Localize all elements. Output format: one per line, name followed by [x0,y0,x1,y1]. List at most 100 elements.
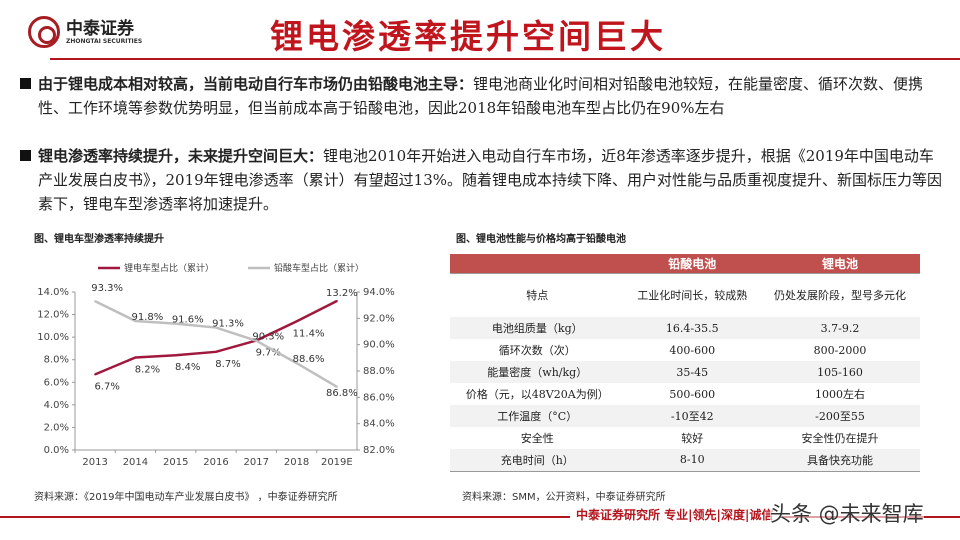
data-label: 91.6% [172,315,204,326]
series-0-point [174,354,177,357]
footer-divider [0,516,960,518]
logo-mark-icon [28,16,60,48]
data-label: 8.7% [215,359,240,370]
table-row: 电池组质量（kg） 16.4-35.5 3.7-9.2 [450,317,920,339]
x-tick-label: 2018 [284,457,309,468]
series-0-point [134,356,137,359]
table-row: 循环次数（次） 400-600 800-2000 [450,339,920,361]
data-label: 11.4% [293,328,325,339]
legend-label-1: 铅酸车型占比（累计） [274,262,364,274]
watermark: 头条 @未来智库 [770,498,924,528]
header-cell: 锂电池 [760,254,920,274]
left-tick-label: 8.0% [44,355,69,366]
penetration-chart: 0.0% 2.0% 4.0% 6.0% 8.0% 10.0% 12.0% 14.0% 82.0%… [37,262,395,468]
table-cell: 充电时间（h） [450,449,625,472]
bullet-2-heading: 锂电渗透率持续提升，未来提升空间巨大： [38,147,324,165]
data-label: 6.7% [94,381,119,392]
bullet-1-heading: 由于锂电成本相对较高，当前电动自行车市场仍由铅酸电池主导： [38,75,474,93]
left-tick-label: 2.0% [44,422,69,433]
bullet-1: 由于锂电成本相对较高，当前电动自行车市场仍由铅酸电池主导：锂电池商业化时间相对铅… [14,72,944,120]
series-1-point [255,339,258,342]
table-row: 工作温度（°C） -10至42 -200至55 [450,405,920,427]
x-tick-label: 2019E [321,457,353,468]
left-tick-label: 10.0% [37,332,69,343]
bullet-2-text: 锂电池2010年开始进入电动自行车市场，近8年渗透率逐步提升，根据《2019年中… [38,147,943,213]
data-label: 90.3% [252,332,284,343]
battery-comparison-table: 铅酸电池 锂电池 特点 工业化时间长，较成熟 仍处发展阶段，型号多元化电池组质量（kg… [450,254,920,472]
footer-slogan: 中泰证券研究所 专业|领先|深度|诚信 [570,506,780,523]
right-tick-label: 84.0% [363,419,395,430]
data-label: 91.8% [132,312,164,323]
table-cell: 8-10 [624,449,760,472]
data-label: 93.3% [91,283,123,294]
right-tick-label: 86.0% [363,392,395,403]
left-tick-label: 14.0% [37,287,69,298]
table-cell: 500-600 [669,387,716,401]
table-row: 能量密度（wh/kg） 35-45 105-160 [450,361,920,383]
x-tick-label: 2014 [123,457,148,468]
header-cell [450,254,625,274]
table-cell: 3.7-9.2 [760,317,920,339]
table-cell: 电池组质量（kg） [450,317,625,339]
series-0-point [295,320,298,323]
series-0-point [335,300,338,303]
series-0-point [94,373,97,376]
series-1-point [174,322,177,325]
data-label: 88.6% [293,354,325,365]
page-title: 锂电渗透率提升空间巨大 [270,17,666,56]
left-tick-label: 12.0% [37,310,69,321]
bullet-2: 锂电渗透率持续提升，未来提升空间巨大：锂电池2010年开始进入电动自行车市场，近… [14,144,944,216]
table-cell: 仍处发展阶段，型号多元化 [774,289,906,303]
table-row: 充电时间（h） 8-10 具备快充功能 [450,449,920,472]
table-row: 安全性 较好 安全性仍在提升 [450,427,920,449]
table-cell: 较好 [681,432,704,445]
left-tick-label: 4.0% [44,400,69,411]
x-tick-label: 2013 [82,457,107,468]
bullet-1-text: 锂电池商业化时间相对铅酸电池较短，在能量密度、循环次数、便携性、工作环境等参数优… [38,75,924,117]
right-tick-label: 82.0% [363,445,395,456]
data-label: 13.2% [326,288,358,299]
x-tick-label: 2015 [163,457,188,468]
table-cell: 循环次数（次） [498,344,576,357]
series-1-point [134,319,137,322]
legend-label-0: 锂电车型占比（累计） [124,262,214,274]
data-label: 8.2% [135,364,160,375]
header-cell: 铅酸电池 [624,254,760,274]
data-label: 9.7% [256,348,281,359]
chart-source: 资料来源：《2019年中国电动车产业发展白皮书》 ，中泰证券研究所 [34,492,338,503]
series-0-point [215,350,217,353]
series-1-point [94,300,97,303]
table-cell: -10至42 [624,405,760,427]
table-cell: 16.4-35.5 [624,317,760,339]
table-cell: 800-2000 [813,343,867,357]
table-row: 特点 工业化时间长，较成熟 仍处发展阶段，型号多元化 [450,273,920,317]
right-tick-label: 92.0% [363,313,395,324]
right-tick-label: 90.0% [363,340,395,351]
right-tick-label: 88.0% [363,366,395,377]
table-cell: 能量密度（wh/kg） [450,361,625,383]
data-label: 91.3% [212,319,244,330]
table-cell: 价格（元，以48V20A为例） [465,388,609,401]
series-1-point [215,326,217,329]
table-cell: 35-45 [624,361,760,383]
data-label: 86.8% [326,388,358,399]
left-tick-label: 0.0% [44,445,69,456]
table-caption: 图、锂电池性能与价格均高于铅酸电池 [456,234,626,245]
chart-caption: 图、锂电车型渗透率持续提升 [34,234,164,245]
table-row: 价格（元，以48V20A为例） 500-600 1000左右 [450,383,920,405]
series-1-point [295,362,298,365]
table-cell: 具备快充功能 [760,449,920,472]
logo-text: 中泰证券 [66,18,134,39]
table-cell: 工业化时间长，较成熟 [637,289,748,303]
series-1-point [335,385,338,388]
x-tick-label: 2016 [203,457,228,468]
data-label: 8.4% [175,362,200,373]
table-cell: 400-600 [669,343,716,357]
table-cell: 特点 [526,289,549,303]
table-cell: 安全性 [520,432,554,445]
company-logo: 中泰证券 ZHONGTAI SECURITIES [28,16,142,48]
x-tick-label: 2017 [244,457,269,468]
table-header-row: 铅酸电池 锂电池 [450,254,920,274]
table-cell: 105-160 [760,361,920,383]
left-tick-label: 6.0% [44,377,69,388]
